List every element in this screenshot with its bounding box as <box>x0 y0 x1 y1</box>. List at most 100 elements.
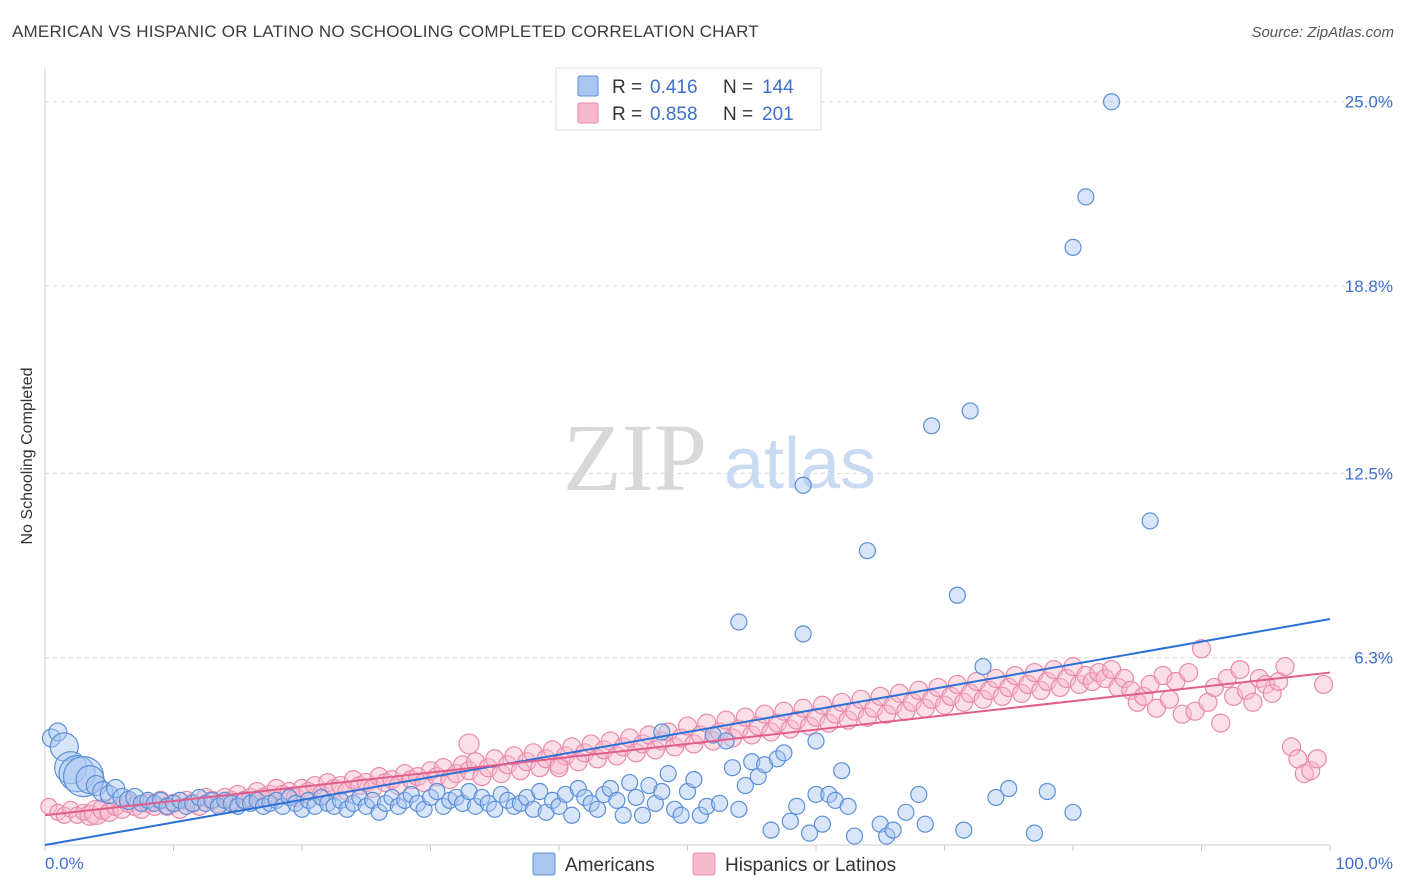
americans-point <box>569 779 587 798</box>
americans-point <box>974 658 992 676</box>
americans-point <box>370 803 388 821</box>
americans-point <box>878 827 896 845</box>
americans-point <box>152 791 170 810</box>
legend-r-label-americans: R = <box>612 77 642 98</box>
hispanics-point <box>1211 713 1231 733</box>
americans-point <box>633 806 652 824</box>
americans-point <box>402 785 420 804</box>
americans-point <box>730 800 748 818</box>
americans-points <box>41 93 1159 845</box>
trend-lines <box>44 618 1331 846</box>
americans-point <box>492 785 510 804</box>
hispanics-point <box>1230 659 1250 680</box>
americans-point <box>672 806 690 824</box>
americans-point <box>723 759 742 777</box>
americans-point <box>383 788 401 807</box>
hispanics-trend-line <box>44 671 1331 817</box>
hispanics-point <box>1191 639 1212 659</box>
y-tick-label-3: 25.0% <box>1345 93 1393 112</box>
americans-point <box>685 770 703 789</box>
americans-point <box>961 402 979 420</box>
americans-point <box>421 788 440 807</box>
americans-point <box>659 765 677 783</box>
americans-point <box>955 821 973 839</box>
hispanics-point <box>1313 674 1334 695</box>
americans-point <box>473 788 491 807</box>
watermark-atlas: atlas <box>724 424 876 504</box>
americans-point <box>499 791 517 810</box>
americans-point <box>582 794 600 812</box>
americans-point <box>948 586 966 604</box>
americans-point <box>344 794 362 812</box>
americans-point <box>531 782 549 801</box>
legend-r-label-hispanics: R = <box>612 104 642 125</box>
legend-n-americans: 144 <box>762 77 794 98</box>
legend-n-hispanics: 201 <box>762 104 794 125</box>
americans-point <box>1025 824 1044 842</box>
hispanics-point <box>549 758 569 778</box>
americans-point <box>800 824 819 842</box>
americans-point <box>1077 188 1095 206</box>
y-tick-label-1: 12.5% <box>1345 464 1393 483</box>
americans-point <box>428 782 446 801</box>
y-tick-label-2: 18.8% <box>1345 277 1393 296</box>
americans-point <box>916 815 934 833</box>
hispanics-point <box>1159 689 1179 709</box>
tick-labels: 6.3% 12.5% 18.8% 25.0% 0.0% 100.0% <box>45 93 1393 873</box>
legend-r-americans: 0.416 <box>650 77 698 98</box>
hispanics-point <box>458 733 480 755</box>
americans-point <box>325 797 343 815</box>
hispanics-point <box>1243 692 1263 712</box>
americans-point <box>736 776 754 795</box>
americans-point <box>666 800 684 818</box>
x-tick-label-1: 100.0% <box>1335 854 1393 873</box>
americans-point <box>1064 238 1082 257</box>
americans-point <box>768 750 787 768</box>
americans-point <box>762 821 780 839</box>
y-tick-label-0: 6.3% <box>1354 649 1393 668</box>
americans-point <box>466 797 485 815</box>
americans-point <box>338 800 356 818</box>
americans-trend-line <box>44 618 1331 846</box>
watermark: ZIP atlas <box>563 404 876 511</box>
americans-point <box>563 806 581 824</box>
bottom-legend-hispanics: Hispanics or Latinos <box>725 855 896 876</box>
americans-point <box>987 788 1005 807</box>
legend-swatch-americans <box>577 75 599 97</box>
americans-point <box>820 785 838 804</box>
hispanics-point <box>55 806 73 824</box>
americans-point <box>389 797 407 815</box>
americans-point <box>588 800 607 818</box>
bottom-legend: Americans Hispanics or Latinos <box>532 852 896 876</box>
americans-point <box>486 800 504 818</box>
hispanics-point <box>1262 683 1282 703</box>
americans-point <box>293 800 311 818</box>
americans-point <box>621 773 639 792</box>
americans-point <box>627 788 645 807</box>
x-tick-label-0: 0.0% <box>45 854 84 873</box>
americans-point <box>434 797 452 815</box>
watermark-zip: ZIP <box>563 404 707 511</box>
americans-point <box>794 476 812 494</box>
hispanics-point <box>1275 657 1295 677</box>
americans-point <box>807 732 825 750</box>
americans-point <box>910 785 928 804</box>
hispanics-points <box>40 639 1334 826</box>
bottom-legend-swatch-hispanics <box>692 852 716 876</box>
americans-point <box>48 722 68 742</box>
hispanics-point <box>1114 668 1135 689</box>
americans-point <box>54 751 88 785</box>
americans-point <box>1064 803 1082 821</box>
americans-point <box>614 806 632 824</box>
americans-point <box>653 782 671 801</box>
americans-point <box>1038 782 1056 801</box>
hispanics-point <box>1281 737 1302 757</box>
chart-title: AMERICAN VS HISPANIC OR LATINO NO SCHOOL… <box>12 22 759 41</box>
americans-point <box>858 542 877 560</box>
legend-swatch-hispanics <box>577 102 599 124</box>
grid-lines <box>45 101 1390 659</box>
americans-point <box>807 785 825 804</box>
americans-point <box>743 753 761 771</box>
americans-point <box>794 625 812 643</box>
